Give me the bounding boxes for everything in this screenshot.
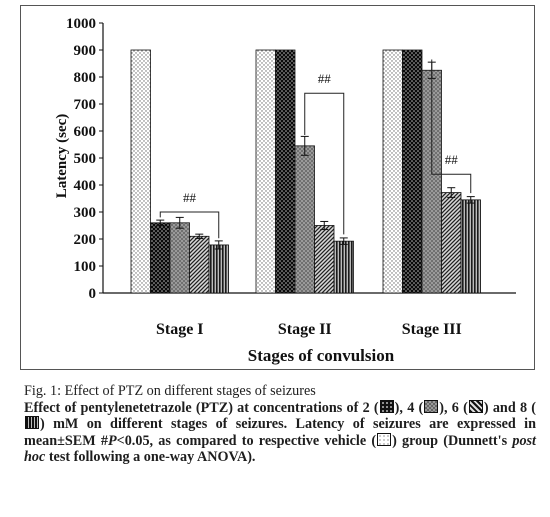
- bar: [189, 235, 210, 294]
- caption-title: Fig. 1: Effect of PTZ on different stage…: [24, 383, 316, 399]
- figure-caption: Fig. 1: Effect of PTZ on different stage…: [24, 383, 536, 466]
- bar-chart: 0 100 200 300 400 500 600 700 800 900 1000 ## #### …: [54, 16, 516, 365]
- significance-label: ##: [318, 71, 332, 86]
- caption-text-1: Effect of pentylenetetrazole (PTZ) at co…: [24, 399, 379, 416]
- caption-text-3: 4 (: [407, 399, 424, 416]
- x-axis-label: Stages of convulsion: [248, 346, 395, 365]
- category-labels: Stage I Stage II Stage III: [156, 321, 462, 338]
- bar: [294, 145, 315, 294]
- significance-label: ##: [445, 152, 459, 167]
- significance-bracket: [431, 59, 472, 194]
- swatch-2mm-icon: [379, 399, 394, 413]
- y-tick-label: 400: [74, 178, 97, 194]
- y-tick-label: 0: [89, 286, 97, 302]
- caption-text-9: test following a one-way ANOVA).: [45, 449, 256, 466]
- bar: [460, 199, 481, 294]
- caption-posthoc-italic: post hoc: [24, 432, 536, 466]
- caption-body: Effect of pentylenetetrazole (PTZ) at co…: [24, 399, 537, 466]
- bar: [169, 222, 190, 294]
- y-tick-label: 900: [74, 43, 97, 59]
- bar: [150, 222, 171, 294]
- bars-group: [130, 49, 481, 294]
- caption-text-2: ),: [394, 399, 403, 416]
- bar: [402, 49, 423, 294]
- bar: [208, 244, 229, 294]
- significance-bracket: [304, 92, 345, 235]
- caption-text-8: ) group (Dunnett's: [392, 432, 513, 449]
- y-axis: 0 100 200 300 400 500 600 700 800 900 1000: [66, 16, 516, 302]
- swatch-6mm-icon: [468, 399, 483, 413]
- caption-p-italic: P: [107, 432, 117, 449]
- swatch-8mm-icon: [25, 416, 39, 430]
- x-category-label: Stage I: [156, 321, 204, 338]
- bar: [333, 240, 354, 294]
- bar: [255, 49, 276, 294]
- caption-text-6: ) mM on different stages of seizures. La…: [24, 416, 536, 449]
- swatch-vehicle-icon: [377, 432, 392, 446]
- bar: [441, 192, 462, 294]
- bar: [275, 49, 296, 294]
- caption-text-4: ), 6 (: [439, 399, 468, 416]
- caption-text-5: ) and 8 (: [483, 399, 537, 416]
- y-tick-label: 800: [74, 70, 97, 86]
- y-tick-label: 500: [74, 151, 97, 167]
- significance-bracket: [159, 211, 220, 239]
- caption-text-7: <0.05, as compared to respective vehicle…: [116, 432, 377, 449]
- bar: [382, 49, 403, 294]
- bar: [130, 49, 151, 294]
- y-tick-label: 200: [74, 232, 97, 248]
- y-tick-label: 300: [74, 205, 97, 221]
- x-category-label: Stage III: [402, 321, 462, 338]
- y-tick-label: 1000: [66, 16, 96, 32]
- y-tick-label: 700: [74, 97, 97, 113]
- y-axis-label: Latency (sec): [54, 114, 70, 199]
- y-tick-label: 100: [74, 259, 97, 275]
- y-tick-label: 600: [74, 124, 97, 140]
- annotations-group: ## ## ##: [159, 59, 472, 239]
- x-category-label: Stage II: [278, 321, 332, 338]
- bar: [314, 225, 335, 294]
- figure-frame: 0 100 200 300 400 500 600 700 800 900 1000 ## ## ## …: [20, 5, 535, 370]
- swatch-4mm-icon: [424, 399, 439, 413]
- significance-label: ##: [183, 190, 197, 205]
